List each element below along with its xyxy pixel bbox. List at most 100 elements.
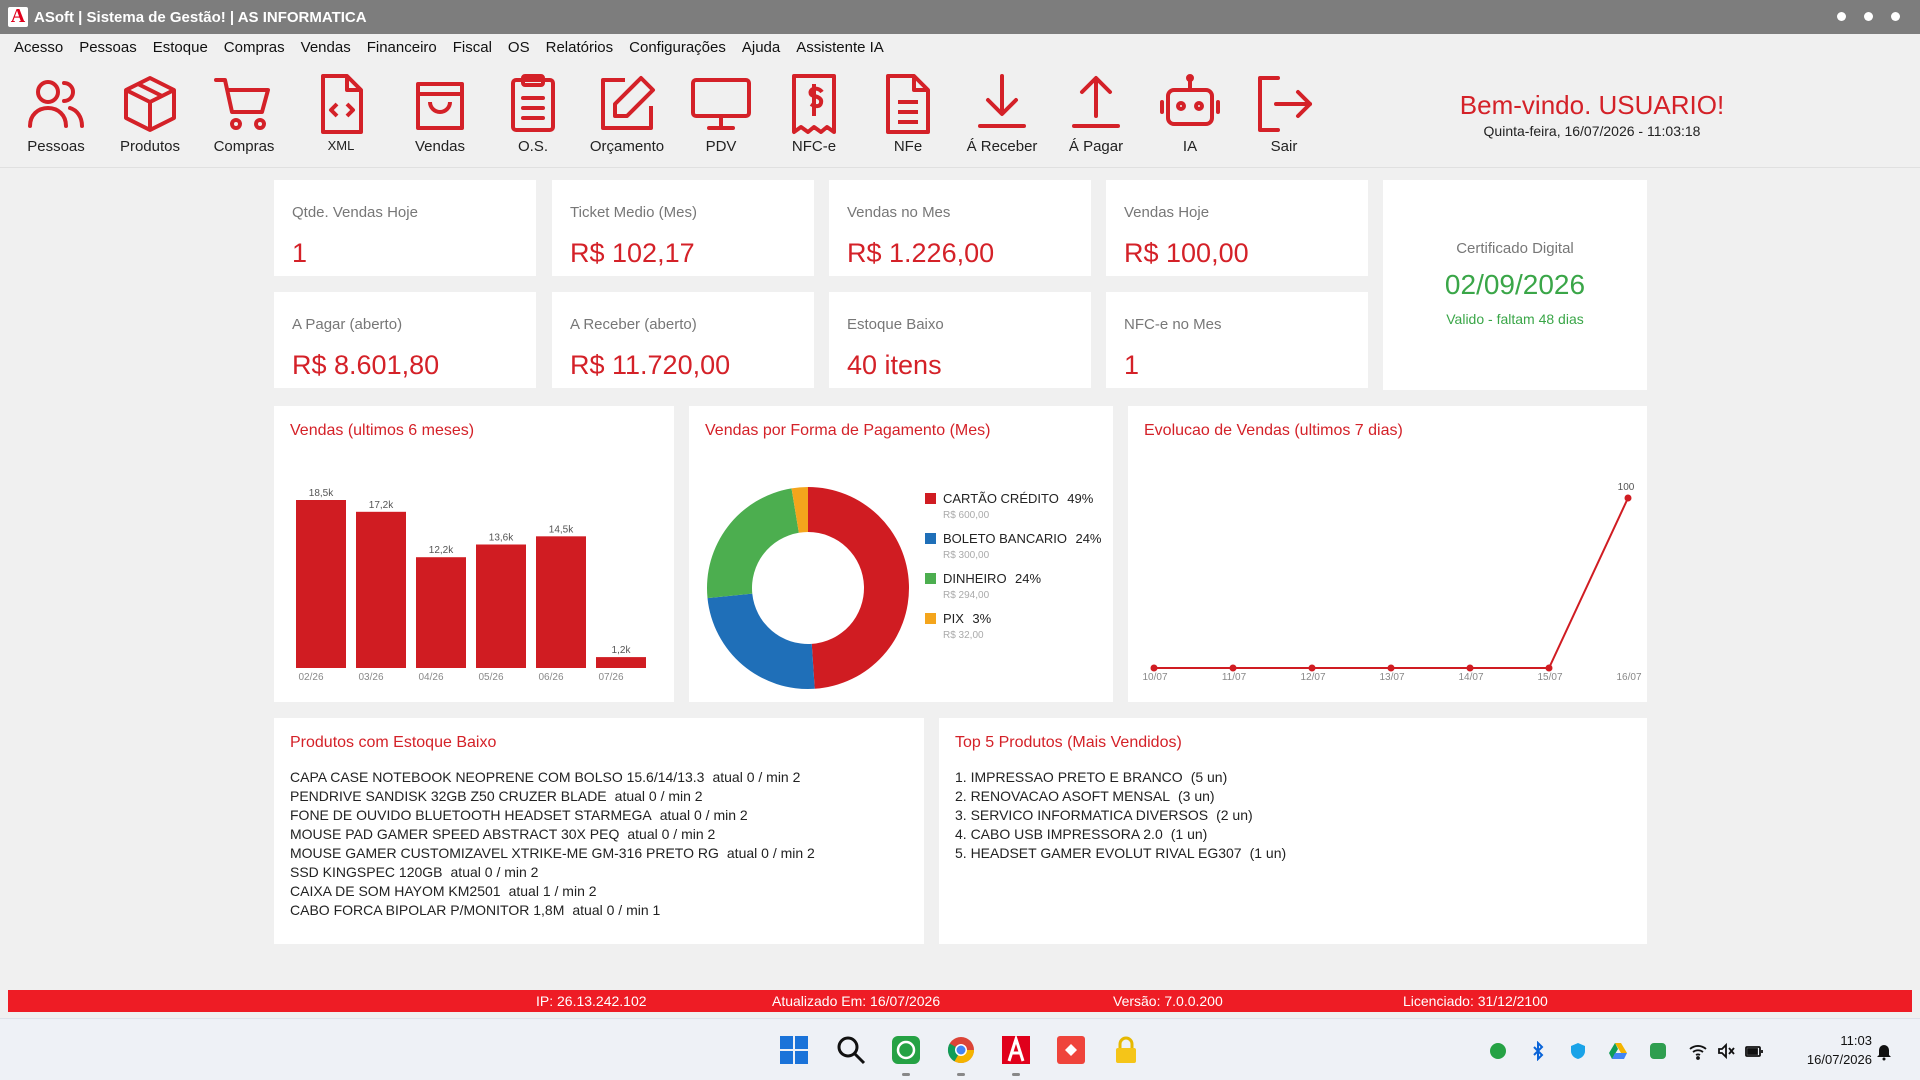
stat-value: R$ 100,00 <box>1124 238 1249 268</box>
windows-start-icon[interactable] <box>779 1035 809 1065</box>
xml-file-icon <box>321 74 363 134</box>
stat-label: NFC-e no Mes <box>1124 316 1222 333</box>
whatsapp-icon[interactable] <box>891 1035 921 1065</box>
menu-fiscal[interactable]: Fiscal <box>452 38 492 56</box>
product-name: CABO FORCA BIPOLAR P/MONITOR 1,8M <box>290 902 565 918</box>
toolbar-ia-button[interactable]: IA <box>1148 72 1232 162</box>
speaker-muted-icon[interactable] <box>1716 1041 1736 1061</box>
menu-bar: Acesso Pessoas Estoque Compras Vendas Fi… <box>0 34 1920 60</box>
top5-products-panel: Top 5 Produtos (Mais Vendidos) 1. IMPRES… <box>939 718 1647 944</box>
whatsapp-tray-icon[interactable] <box>1488 1041 1508 1061</box>
toolbar-vendas-button[interactable]: Vendas <box>398 72 482 162</box>
stat-value: 40 itens <box>847 350 942 380</box>
menu-financeiro[interactable]: Financeiro <box>366 38 437 56</box>
x-tick-label: 11/07 <box>1222 672 1247 683</box>
search-icon[interactable] <box>836 1035 866 1065</box>
menu-vendas[interactable]: Vendas <box>300 38 351 56</box>
bar-value-label: 14,5k <box>549 524 574 535</box>
x-tick-label: 16/07 <box>1616 672 1641 683</box>
menu-acesso[interactable]: Acesso <box>14 38 64 56</box>
welcome-date: Quinta-feira, 16/07/2026 - 11:03:18 <box>1483 123 1701 139</box>
product-name: FONE DE OUVIDO BLUETOOTH HEADSET STARMEG… <box>290 807 652 823</box>
legend-swatch <box>925 533 936 544</box>
security-app-icon[interactable] <box>1648 1041 1668 1061</box>
notification-bell-icon[interactable] <box>1874 1041 1894 1061</box>
wifi-icon[interactable] <box>1688 1041 1708 1061</box>
legend-amount: R$ 32,00 <box>943 630 984 641</box>
product-name: 4. CABO USB IMPRESSORA 2.0 <box>955 826 1163 842</box>
toolbar-label: Á Pagar <box>1068 138 1124 155</box>
x-tick-label: 14/07 <box>1458 672 1483 683</box>
legend-swatch <box>925 573 936 584</box>
toolbar-pessoas-button[interactable]: Pessoas <box>14 72 98 162</box>
shield-icon[interactable] <box>1568 1041 1588 1061</box>
panel-title: Evolucao de Vendas (ultimos 7 dias) <box>1144 422 1403 439</box>
x-tick-label: 04/26 <box>418 672 443 683</box>
stat-label: Qtde. Vendas Hoje <box>292 204 418 221</box>
menu-assistente-ia[interactable]: Assistente IA <box>796 38 884 56</box>
toolbar-areceber-button[interactable]: Á Receber <box>960 72 1044 162</box>
list-item: 5. HEADSET GAMER EVOLUT RIVAL EG307 (1 un… <box>955 844 1286 863</box>
close-button[interactable] <box>1891 12 1900 21</box>
toolbar-apagar-button[interactable]: Á Pagar <box>1054 72 1138 162</box>
toolbar-xml-button[interactable]: XML <box>299 72 383 162</box>
x-tick-label: 03/26 <box>358 672 383 683</box>
running-indicator <box>1012 1073 1020 1076</box>
menu-os[interactable]: OS <box>507 38 530 56</box>
toolbar-nfe-button[interactable]: NFe <box>866 72 950 162</box>
toolbar-compras-button[interactable]: Compras <box>202 72 286 162</box>
quantity: (1 un) <box>1170 826 1208 842</box>
product-name: 3. SERVICO INFORMATICA DIVERSOS <box>955 807 1209 823</box>
legend-item: PIX 3% R$ 32,00 <box>925 610 1102 650</box>
stat-label: A Pagar (aberto) <box>292 316 403 333</box>
document-icon <box>886 74 930 134</box>
stat-value: R$ 8.601,80 <box>292 350 440 380</box>
toolbar-pdv-button[interactable]: PDV <box>679 72 763 162</box>
product-name: 5. HEADSET GAMER EVOLUT RIVAL EG307 <box>955 845 1242 861</box>
menu-configuracoes[interactable]: Configurações <box>629 38 726 56</box>
battery-icon[interactable] <box>1744 1041 1764 1061</box>
data-point <box>1229 664 1237 672</box>
toolbar-os-button[interactable]: O.S. <box>491 72 575 162</box>
x-tick-label: 13/07 <box>1379 672 1404 683</box>
toolbar-nfce-button[interactable]: NFC-e <box>772 72 856 162</box>
legend-name: BOLETO BANCARIO <box>943 531 1068 546</box>
stock-level: atual 1 / min 2 <box>508 883 597 899</box>
toolbar-sair-button[interactable]: Sair <box>1242 72 1326 162</box>
toolbar-orcamento-button[interactable]: Orçamento <box>585 72 669 162</box>
low-stock-list: CAPA CASE NOTEBOOK NEOPRENE COM BOLSO 15… <box>290 768 815 920</box>
taskbar: 11:03 16/07/2026 <box>0 1018 1920 1080</box>
bar-value-label: 13,6k <box>489 532 514 543</box>
legend-percent: 24% <box>1015 571 1042 586</box>
toolbar-label: XML <box>327 138 355 153</box>
menu-compras[interactable]: Compras <box>223 38 285 56</box>
x-tick-label: 12/07 <box>1300 672 1325 683</box>
menu-relatorios[interactable]: Relatórios <box>545 38 614 56</box>
data-point <box>1545 664 1553 672</box>
list-item: 2. RENOVACAO ASOFT MENSAL (3 un) <box>955 787 1286 806</box>
bluetooth-icon[interactable] <box>1528 1041 1548 1061</box>
stat-card: A Receber (aberto) R$ 11.720,00 <box>552 292 814 388</box>
menu-pessoas[interactable]: Pessoas <box>79 38 137 56</box>
menu-estoque[interactable]: Estoque <box>152 38 208 56</box>
bar-07/26 <box>596 657 646 668</box>
maximize-button[interactable] <box>1864 12 1873 21</box>
stat-label: Vendas Hoje <box>1124 204 1210 221</box>
status-ip: IP: 26.13.242.102 <box>536 993 647 1009</box>
menu-ajuda[interactable]: Ajuda <box>741 38 781 56</box>
chrome-icon[interactable] <box>946 1035 976 1065</box>
minimize-button[interactable] <box>1837 12 1846 21</box>
clock[interactable]: 11:03 16/07/2026 <box>1807 1031 1872 1069</box>
stat-value: R$ 1.226,00 <box>847 238 995 268</box>
certificate-date: 02/09/2026 <box>1444 269 1586 300</box>
anydesk-icon[interactable] <box>1056 1035 1086 1065</box>
lock-icon[interactable] <box>1111 1035 1141 1065</box>
stat-card: Ticket Medio (Mes) R$ 102,17 <box>552 180 814 276</box>
google-drive-icon[interactable] <box>1608 1041 1628 1061</box>
stock-level: atual 0 / min 2 <box>627 826 716 842</box>
series-line <box>1154 497 1629 669</box>
stat-label: Estoque Baixo <box>847 316 944 333</box>
toolbar-produtos-button[interactable]: Produtos <box>108 72 192 162</box>
asoft-icon[interactable] <box>1001 1035 1031 1065</box>
list-item: CAPA CASE NOTEBOOK NEOPRENE COM BOLSO 15… <box>290 768 815 787</box>
